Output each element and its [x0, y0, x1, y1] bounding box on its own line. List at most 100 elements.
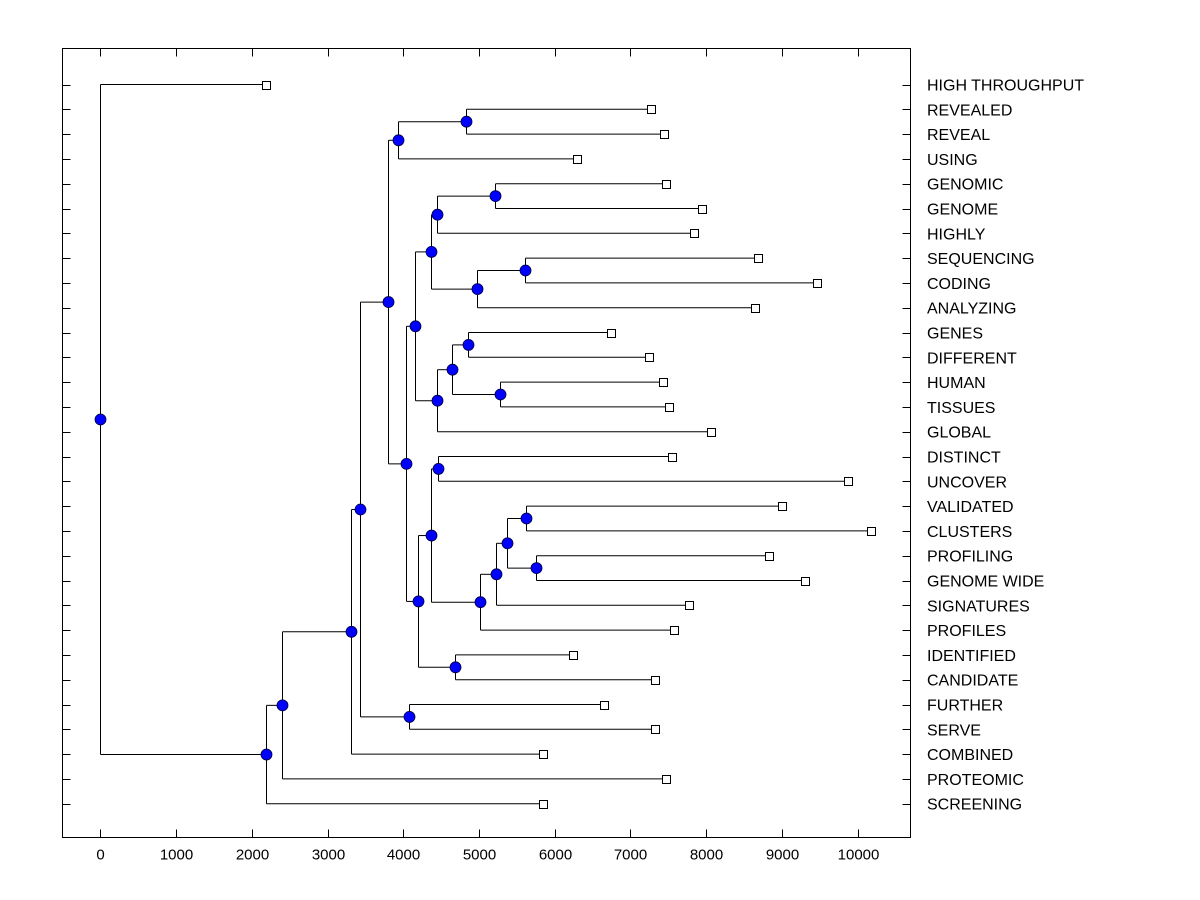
cluster-node: [501, 537, 514, 550]
leaf-label: CANDIDATE: [927, 673, 1018, 690]
leaf-label: HIGH THROUGHPUT: [927, 78, 1084, 95]
cluster-node: [460, 115, 473, 128]
cluster-node: [494, 388, 507, 401]
x-tick-label: 8000: [690, 847, 723, 864]
leaf-label: GLOBAL: [927, 425, 991, 442]
leaf-label: IDENTIFIED: [927, 648, 1016, 665]
x-tick-label: 3000: [312, 847, 345, 864]
cluster-node: [471, 283, 484, 296]
leaf-label: SIGNATURES: [927, 598, 1030, 615]
leaf-marker: [778, 502, 787, 511]
leaf-label: REVEALED: [927, 102, 1012, 119]
leaf-label: HIGHLY: [927, 226, 986, 243]
x-tick-label: 4000: [387, 847, 420, 864]
cluster-node: [345, 625, 358, 638]
cluster-node: [392, 134, 405, 147]
plot-frame: [62, 48, 911, 838]
leaf-marker: [844, 477, 853, 486]
cluster-node: [446, 363, 459, 376]
x-tick-label: 1000: [160, 847, 193, 864]
leaf-marker: [662, 180, 671, 189]
leaf-marker: [707, 428, 716, 437]
leaf-label: GENOME WIDE: [927, 574, 1044, 591]
leaf-marker: [670, 626, 679, 635]
leaf-marker: [569, 651, 578, 660]
leaf-marker: [607, 329, 616, 338]
cluster-node: [425, 529, 438, 542]
cluster-node: [462, 338, 475, 351]
leaf-label: TISSUES: [927, 400, 995, 417]
leaf-marker: [867, 527, 876, 536]
cluster-node: [519, 264, 532, 277]
x-tick-label: 0: [96, 847, 104, 864]
leaf-marker: [647, 105, 656, 114]
x-tick-label: 9000: [766, 847, 799, 864]
leaf-label: CLUSTERS: [927, 524, 1012, 541]
leaf-marker: [573, 155, 582, 164]
leaf-marker: [645, 353, 654, 362]
cluster-node: [403, 711, 416, 723]
y-ticks: [62, 85, 911, 805]
leaf-label: UNCOVER: [927, 474, 1007, 491]
leaf-label: PROFILING: [927, 549, 1013, 566]
x-tick-label: 6000: [539, 847, 572, 864]
cluster-node: [490, 568, 503, 581]
leaf-label: FURTHER: [927, 698, 1003, 715]
leaf-marker: [262, 81, 271, 90]
tree-links: [100, 84, 872, 805]
node-markers: [94, 115, 543, 761]
leaf-label: USING: [927, 152, 978, 169]
cluster-node: [489, 190, 502, 203]
cluster-node: [431, 208, 444, 221]
leaf-marker: [754, 254, 763, 263]
cluster-node: [409, 320, 422, 333]
leaf-labels: HIGH THROUGHPUT REVEALED REVEAL USING GENOMI…: [927, 78, 1084, 814]
leaf-marker: [659, 378, 668, 387]
leaf-marker: [668, 453, 677, 462]
leaf-label: DIFFERENT: [927, 350, 1017, 367]
leaf-marker: [698, 205, 707, 214]
cluster-node: [412, 595, 425, 608]
leaf-markers: [262, 81, 876, 809]
leaf-label: GENOME: [927, 202, 998, 219]
leaf-marker: [665, 403, 674, 412]
cluster-node: [520, 512, 533, 525]
cluster-node: [474, 596, 487, 609]
leaf-marker: [690, 229, 699, 238]
leaf-label: PROTEOMIC: [927, 772, 1024, 789]
cluster-node: [276, 699, 289, 712]
leaf-marker: [765, 552, 774, 561]
x-tick-label: 10000: [838, 847, 880, 864]
cluster-node: [260, 748, 273, 761]
leaf-marker: [751, 304, 760, 313]
leaf-label: CODING: [927, 276, 991, 293]
cluster-node: [530, 562, 543, 574]
leaf-label: REVEAL: [927, 127, 990, 144]
cluster-node: [400, 457, 413, 470]
leaf-label: COMBINED: [927, 747, 1013, 764]
leaf-marker: [600, 701, 609, 710]
cluster-node: [382, 296, 395, 308]
leaf-marker: [662, 775, 671, 784]
leaf-marker: [660, 130, 669, 139]
leaf-label: GENES: [927, 326, 983, 343]
cluster-node: [431, 394, 444, 407]
leaf-label: ANALYZING: [927, 301, 1017, 318]
x-axis: 0 1000 2000 3000 4000 5000 6000 7000 8000 9000 100…: [96, 48, 880, 864]
leaf-label: HUMAN: [927, 375, 986, 392]
leaf-label: GENOMIC: [927, 177, 1003, 194]
cluster-node: [354, 503, 367, 516]
leaf-label: SERVE: [927, 722, 981, 739]
leaf-marker: [813, 279, 822, 288]
cluster-node: [449, 661, 462, 674]
leaf-marker: [651, 725, 660, 734]
leaf-marker: [539, 800, 548, 809]
leaf-marker: [651, 676, 660, 685]
leaf-label: DISTINCT: [927, 450, 1001, 467]
cluster-node: [425, 245, 438, 258]
leaf-label: PROFILES: [927, 623, 1006, 640]
x-tick-label: 5000: [463, 847, 496, 864]
leaf-marker: [685, 601, 694, 610]
cluster-node: [432, 462, 445, 475]
